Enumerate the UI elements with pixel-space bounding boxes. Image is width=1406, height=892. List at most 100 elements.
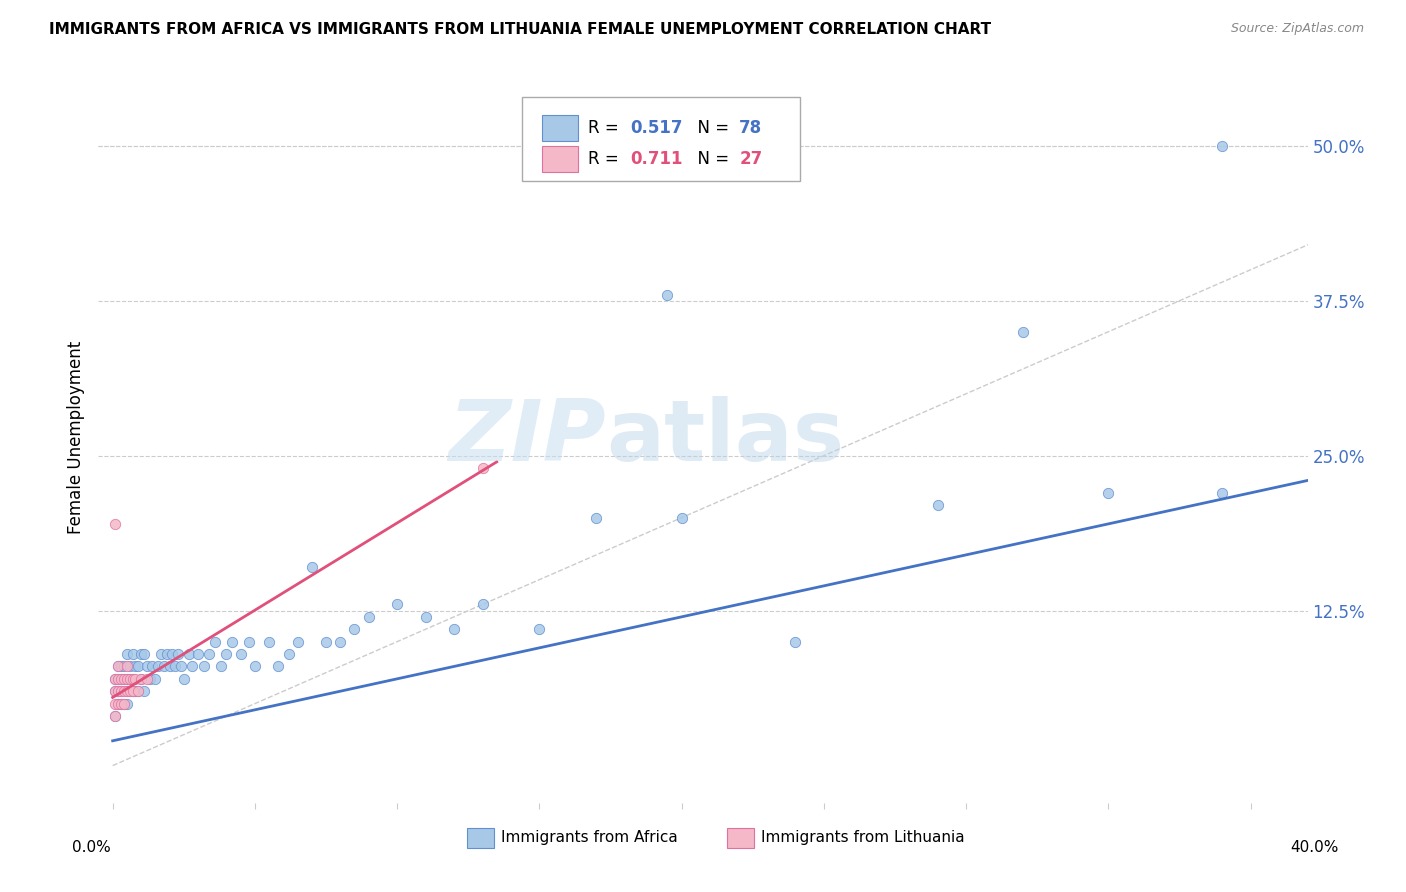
Point — [257, 634, 280, 648]
Point — [127, 659, 149, 673]
Point — [112, 684, 135, 698]
Text: Immigrants from Africa: Immigrants from Africa — [501, 830, 678, 846]
Point — [165, 659, 187, 673]
Point — [124, 672, 146, 686]
Point — [141, 659, 163, 673]
Point — [115, 659, 138, 673]
Point — [315, 634, 337, 648]
Point — [529, 622, 551, 636]
Point — [132, 647, 155, 661]
Point — [170, 659, 193, 673]
Text: 40.0%: 40.0% — [1291, 840, 1339, 855]
Point — [278, 647, 301, 661]
Point — [104, 684, 127, 698]
Point — [135, 672, 157, 686]
Point — [112, 697, 135, 711]
Point — [243, 659, 266, 673]
Point — [118, 659, 141, 673]
Point — [112, 659, 135, 673]
Point — [209, 659, 232, 673]
Point — [121, 684, 143, 698]
Text: ZIP: ZIP — [449, 395, 606, 479]
Point — [143, 672, 166, 686]
Point — [129, 672, 152, 686]
Point — [104, 709, 127, 723]
Point — [221, 634, 243, 648]
Point — [118, 684, 141, 698]
Text: 0.0%: 0.0% — [72, 840, 111, 855]
Point — [107, 697, 129, 711]
Point — [287, 634, 309, 648]
Point — [159, 659, 181, 673]
Point — [115, 697, 138, 711]
Point — [181, 659, 204, 673]
Point — [104, 672, 127, 686]
Point — [385, 598, 408, 612]
Point — [179, 647, 201, 661]
Point — [121, 684, 143, 698]
Point — [357, 610, 380, 624]
Point — [343, 622, 366, 636]
Point — [118, 684, 141, 698]
Point — [215, 647, 238, 661]
Point — [124, 684, 146, 698]
Point — [115, 684, 138, 698]
Text: atlas: atlas — [606, 395, 845, 479]
Text: 27: 27 — [740, 150, 762, 168]
Point — [471, 461, 494, 475]
Point — [121, 672, 143, 686]
Point — [162, 647, 184, 661]
Point — [115, 647, 138, 661]
Point — [107, 659, 129, 673]
Point — [110, 684, 132, 698]
Point — [115, 684, 138, 698]
Point — [1211, 138, 1233, 153]
Point — [266, 659, 288, 673]
Point — [110, 672, 132, 686]
Point — [112, 672, 135, 686]
Point — [657, 287, 679, 301]
Point — [238, 634, 260, 648]
Point — [173, 672, 195, 686]
Point — [301, 560, 323, 574]
Point — [118, 672, 141, 686]
Point — [107, 684, 129, 698]
Point — [121, 647, 143, 661]
Point — [107, 672, 129, 686]
Point — [112, 697, 135, 711]
Point — [167, 647, 190, 661]
Bar — [727, 828, 754, 848]
Point — [107, 697, 129, 711]
Point — [471, 598, 494, 612]
Text: 0.711: 0.711 — [630, 150, 683, 168]
Text: 0.517: 0.517 — [630, 119, 683, 136]
Point — [129, 672, 152, 686]
Point — [110, 659, 132, 673]
Point — [135, 659, 157, 673]
Point — [187, 647, 209, 661]
Bar — [543, 114, 578, 141]
Point — [129, 647, 152, 661]
Point — [110, 684, 132, 698]
Point — [153, 659, 176, 673]
Point — [104, 516, 127, 531]
Text: N =: N = — [688, 150, 735, 168]
Point — [193, 659, 215, 673]
FancyBboxPatch shape — [522, 97, 800, 181]
Text: 78: 78 — [740, 119, 762, 136]
Point — [127, 684, 149, 698]
Point — [785, 634, 807, 648]
Point — [121, 672, 143, 686]
Point — [115, 672, 138, 686]
Point — [107, 672, 129, 686]
Point — [229, 647, 252, 661]
Point — [1097, 486, 1119, 500]
Point — [443, 622, 465, 636]
Point — [585, 510, 607, 524]
Point — [127, 684, 149, 698]
Point — [112, 672, 135, 686]
Point — [107, 684, 129, 698]
Text: IMMIGRANTS FROM AFRICA VS IMMIGRANTS FROM LITHUANIA FEMALE UNEMPLOYMENT CORRELAT: IMMIGRANTS FROM AFRICA VS IMMIGRANTS FRO… — [49, 22, 991, 37]
Point — [198, 647, 221, 661]
Bar — [543, 146, 578, 172]
